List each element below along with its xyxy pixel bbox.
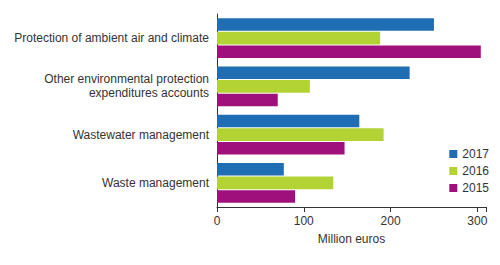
svg-text:200: 200 (381, 214, 401, 228)
svg-text:300: 300 (467, 214, 487, 228)
svg-text:100: 100 (294, 214, 314, 228)
svg-text:Protection of ambient air and: Protection of ambient air and climate (14, 31, 209, 45)
svg-text:0: 0 (214, 214, 221, 228)
svg-text:2017: 2017 (462, 147, 489, 161)
svg-text:expenditures accounts: expenditures accounts (89, 86, 209, 100)
svg-text:Other environmental protection: Other environmental protection (44, 72, 209, 86)
svg-text:Waste management: Waste management (102, 176, 210, 190)
svg-text:Wastewater management: Wastewater management (73, 128, 210, 142)
svg-text:Million euros: Million euros (318, 232, 385, 246)
svg-text:2016: 2016 (462, 164, 489, 178)
svg-text:2015: 2015 (462, 181, 489, 195)
